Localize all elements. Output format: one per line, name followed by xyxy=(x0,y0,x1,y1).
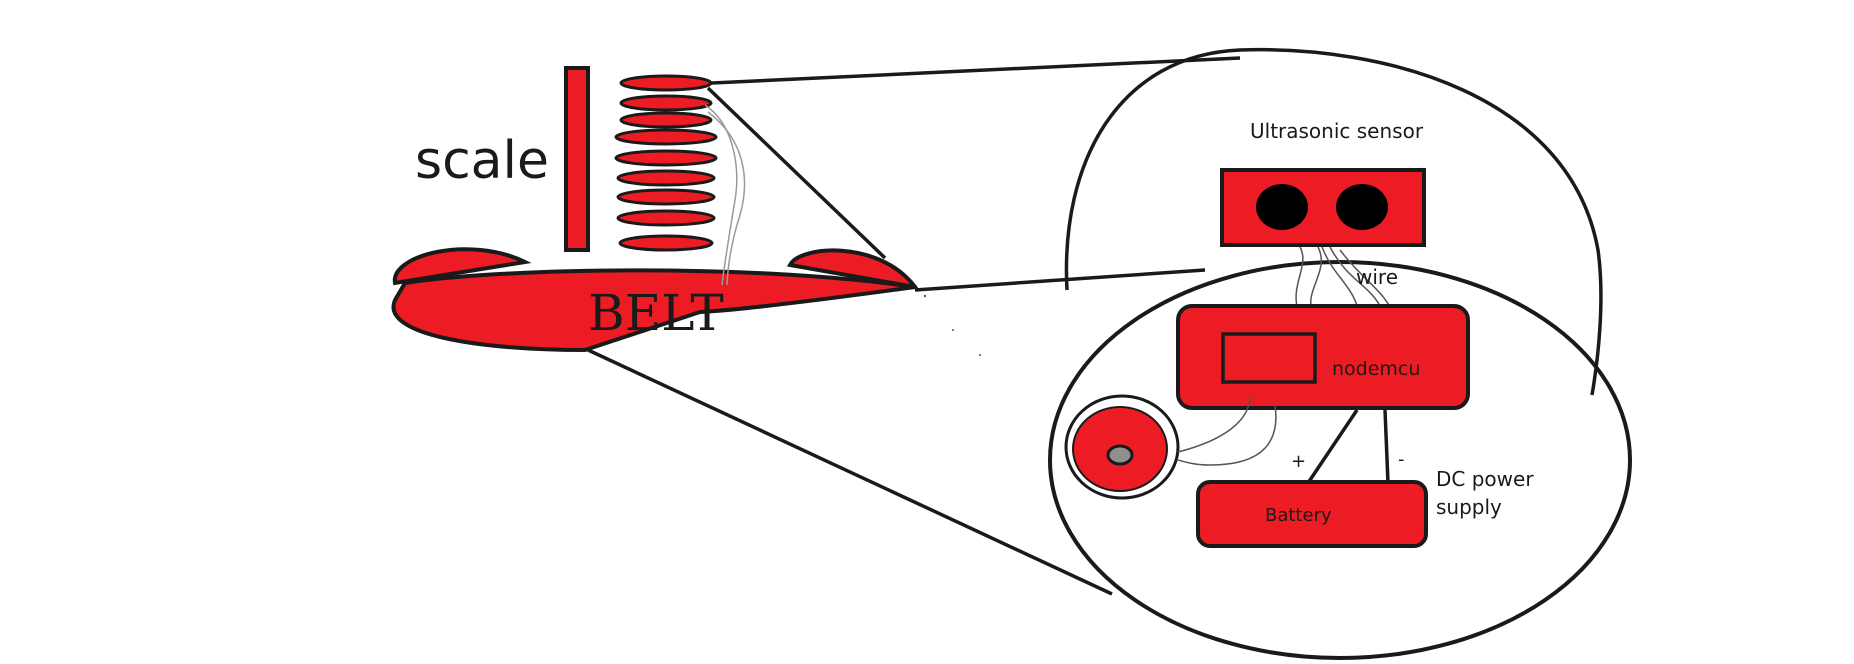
zoom-line-belt xyxy=(914,268,1206,292)
buzzer-wire xyxy=(1177,404,1277,466)
nodemcu-chip xyxy=(1221,332,1317,384)
ultrasonic-transducer-right xyxy=(1336,184,1388,230)
scale-bar xyxy=(564,66,590,252)
spring xyxy=(614,74,718,252)
stray-dot xyxy=(952,329,954,331)
dc-power-supply-label-line1: DC power xyxy=(1436,467,1534,491)
ultrasonic-sensor-label: Ultrasonic sensor xyxy=(1250,119,1424,143)
sensor-zoom-circle xyxy=(1064,47,1603,396)
stray-dot xyxy=(979,354,981,356)
spring-coil xyxy=(619,94,713,112)
spring-wire xyxy=(707,111,746,286)
buzzer-wire xyxy=(1177,395,1251,453)
battery-body xyxy=(1196,480,1428,548)
spring-coil xyxy=(618,234,714,252)
stray-dot xyxy=(923,294,927,298)
plus-label: + xyxy=(1291,451,1306,472)
buzzer-outer-ring xyxy=(1064,394,1180,500)
battery-label: Battery xyxy=(1265,505,1332,526)
zoom-line-bottom xyxy=(587,348,1113,596)
zoom-line-top xyxy=(711,56,1241,85)
spring-coil xyxy=(614,149,718,167)
belt-right-bump xyxy=(787,248,920,290)
buzzer-center xyxy=(1106,444,1134,466)
negative-wire xyxy=(1383,409,1390,484)
nodemcu-label: nodemcu xyxy=(1332,358,1420,380)
dc-power-supply-label-line2: supply xyxy=(1436,495,1502,519)
ultrasonic-sensor-body xyxy=(1220,168,1426,247)
belt-left-bump xyxy=(392,247,532,286)
positive-wire xyxy=(1306,409,1359,484)
wire-strand xyxy=(1310,246,1323,311)
wire-label: wire xyxy=(1356,265,1398,289)
spring-coil xyxy=(619,111,713,129)
spring-coil xyxy=(616,209,716,227)
belt-surface xyxy=(391,268,917,352)
spring-coil xyxy=(614,128,718,146)
spring-coil xyxy=(619,74,713,92)
scale-label: scale xyxy=(415,131,549,191)
ultrasonic-transducer-left xyxy=(1256,184,1308,230)
belt-label: BELT xyxy=(588,284,724,342)
minus-label: - xyxy=(1398,449,1405,470)
spring-coil xyxy=(616,188,716,206)
zoom-line-diagonal xyxy=(706,86,887,260)
spring-coil xyxy=(616,169,716,187)
buzzer xyxy=(1064,394,1180,500)
wire-strand xyxy=(1295,246,1304,311)
belt-assembly: BELT xyxy=(391,247,920,352)
